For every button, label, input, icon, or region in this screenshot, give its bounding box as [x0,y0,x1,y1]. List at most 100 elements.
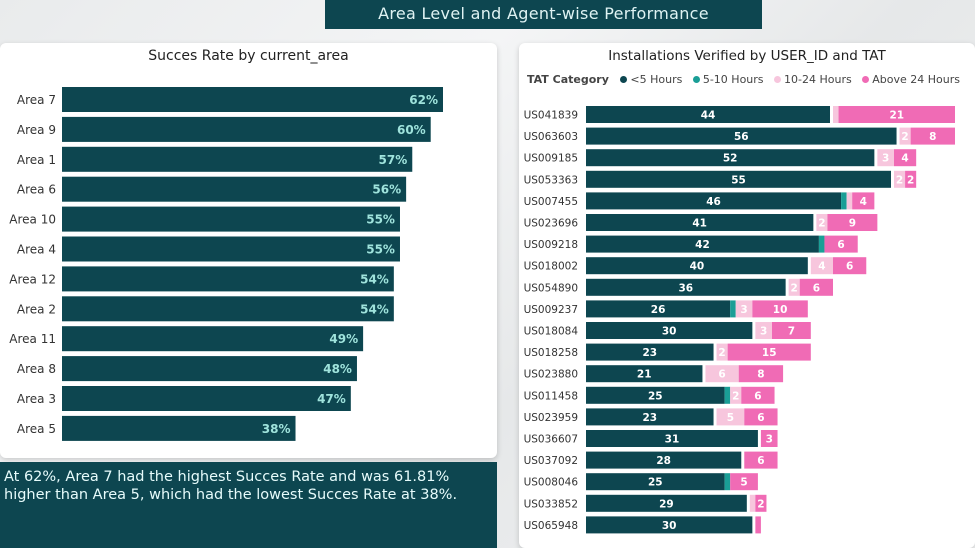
tat-segment-above-24[interactable] [755,516,761,534]
success-rate-bar[interactable] [62,266,394,292]
success-rate-bar[interactable] [62,206,400,232]
tat-segment-5-10[interactable] [841,192,847,210]
tat-segment-data-label: 10 [773,304,788,316]
insight-text: At 62%, Area 7 had the highest Succes Ra… [4,469,458,503]
tat-segment-data-label: 6 [813,282,820,294]
user-id-label: US054890 [524,282,578,294]
tat-segment-above-24[interactable] [744,408,778,426]
tat-segment-above-24[interactable] [730,473,758,491]
tat-segment-lt5[interactable] [586,300,731,318]
tat-segment-above-24[interactable] [894,149,917,167]
tat-segment-10-24[interactable] [735,300,753,318]
tat-segment-data-label: 52 [723,153,738,165]
tat-segment-lt5[interactable] [586,214,814,231]
tat-segment-5-10[interactable] [730,300,736,318]
tat-segment-data-label: 23 [642,347,657,359]
legend-item-above-24[interactable]: Above 24 Hours [862,73,960,86]
area-label: Area 1 [17,153,56,167]
success-rate-bar[interactable] [62,87,443,112]
success-rate-bar[interactable] [62,386,351,411]
tat-segment-10-24[interactable] [716,343,728,361]
tat-segment-above-24[interactable] [760,430,778,447]
tat-segment-above-24[interactable] [824,235,858,253]
tat-segment-data-label: 30 [662,326,677,338]
tat-segment-lt5[interactable] [586,386,725,404]
tat-segment-lt5[interactable] [586,257,808,275]
tat-segment-10-24[interactable] [833,106,839,123]
tat-segment-data-label: 29 [659,498,674,510]
user-id-label: US018002 [524,261,578,273]
success-rate-chart-title: Succes Rate by current_area [148,48,349,64]
user-id-label: US018258 [524,347,578,359]
success-rate-bar[interactable] [62,326,364,352]
user-id-label: US053363 [524,174,578,186]
page-title: Area Level and Agent-wise Performance [378,4,709,23]
tat-segment-lt5[interactable] [586,170,891,188]
tat-segment-above-24[interactable] [755,494,767,512]
tat-segment-data-label: 6 [754,390,761,402]
tat-segment-data-label: 36 [679,282,694,294]
tat-segment-10-24[interactable] [749,494,756,512]
tat-segment-lt5[interactable] [586,365,703,383]
tat-segment-5-10[interactable] [724,473,731,491]
legend-item-5-10[interactable]: 5-10 Hours [692,73,764,86]
success-rate-data-label: 38% [262,422,291,436]
legend-item-10-24[interactable]: 10-24 Hours [774,73,852,86]
tat-segment-above-24[interactable] [741,386,775,404]
success-rate-bar[interactable] [62,296,394,322]
tat-segment-lt5[interactable] [586,322,753,339]
user-id-label: US037092 [524,455,578,467]
tat-segment-lt5[interactable] [586,127,897,145]
tat-segment-lt5[interactable] [586,451,742,469]
tat-segment-above-24[interactable] [727,343,811,361]
tat-segment-lt5[interactable] [586,430,758,447]
tat-segment-above-24[interactable] [827,214,878,231]
tat-segment-10-24[interactable] [894,170,906,188]
tat-segment-data-label: 42 [695,239,710,251]
tat-segment-10-24[interactable] [755,322,772,339]
success-rate-bar[interactable] [62,415,296,441]
tat-segment-10-24[interactable] [846,192,853,210]
tat-segment-above-24[interactable] [910,127,955,145]
tat-segment-above-24[interactable] [752,300,808,318]
tat-segment-lt5[interactable] [586,473,725,491]
tat-segment-lt5[interactable] [586,106,830,123]
tat-segment-lt5[interactable] [586,516,753,534]
tat-segment-lt5[interactable] [586,278,786,296]
legend-dot-above-24 [862,76,870,83]
tat-segment-above-24[interactable] [852,192,875,210]
tat-segment-10-24[interactable] [730,386,742,404]
success-rate-bar[interactable] [62,176,407,202]
tat-segment-10-24[interactable] [899,127,911,145]
success-rate-bar[interactable] [62,356,357,382]
tat-segment-10-24[interactable] [877,149,894,167]
tat-segment-above-24[interactable] [744,451,778,469]
success-rate-bar[interactable] [62,146,413,172]
tat-segment-lt5[interactable] [586,149,875,167]
tat-segment-above-24[interactable] [799,278,833,296]
tat-segment-10-24[interactable] [788,278,800,296]
tat-segment-lt5[interactable] [586,408,714,426]
tat-segment-lt5[interactable] [586,343,714,361]
tat-segment-5-10[interactable] [724,386,731,404]
legend-item-lt5[interactable]: <5 Hours [620,73,682,86]
tat-segment-10-24[interactable] [716,408,745,426]
tat-segment-lt5[interactable] [586,235,819,253]
tat-segment-10-24[interactable] [705,365,739,383]
success-rate-bar[interactable] [62,236,400,262]
tat-segment-above-24[interactable] [738,365,784,383]
success-rate-bar[interactable] [62,116,431,142]
area-label: Area 12 [9,272,56,286]
area-label: Area 5 [17,422,56,436]
tat-segment-data-label: 2 [732,390,739,402]
tat-segment-above-24[interactable] [905,170,917,188]
tat-segment-lt5[interactable] [586,494,747,512]
tat-segment-10-24[interactable] [816,214,828,231]
tat-segment-lt5[interactable] [586,192,842,210]
tat-segment-above-24[interactable] [833,257,867,275]
tat-segment-5-10[interactable] [818,235,825,253]
tat-segment-10-24[interactable] [810,257,833,275]
tat-segment-data-label: 21 [637,369,652,381]
tat-segment-above-24[interactable] [838,106,955,123]
tat-segment-above-24[interactable] [772,322,811,339]
